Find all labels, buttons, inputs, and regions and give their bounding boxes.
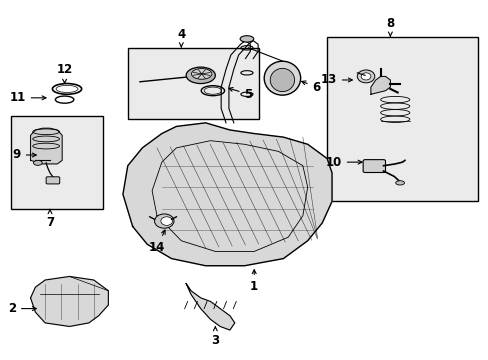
Text: 3: 3 <box>211 327 219 347</box>
Text: 6: 6 <box>301 81 320 94</box>
Ellipse shape <box>33 160 42 165</box>
Circle shape <box>154 214 174 228</box>
Ellipse shape <box>395 181 404 185</box>
Ellipse shape <box>186 67 215 84</box>
Text: 4: 4 <box>177 28 185 47</box>
Ellipse shape <box>191 68 211 79</box>
Text: 12: 12 <box>56 63 73 83</box>
Text: 9: 9 <box>13 148 36 162</box>
Bar <box>326 37 477 202</box>
Ellipse shape <box>240 36 253 42</box>
Polygon shape <box>30 128 62 164</box>
Text: 11: 11 <box>9 91 46 104</box>
Bar <box>127 48 259 119</box>
Polygon shape <box>186 284 234 330</box>
Text: 8: 8 <box>386 17 394 36</box>
Ellipse shape <box>270 68 294 91</box>
Polygon shape <box>370 76 389 94</box>
Text: 14: 14 <box>148 230 165 254</box>
Circle shape <box>161 217 172 225</box>
Circle shape <box>357 70 374 83</box>
Polygon shape <box>30 276 108 327</box>
Text: 7: 7 <box>46 210 54 229</box>
Ellipse shape <box>264 61 300 95</box>
Polygon shape <box>122 123 331 266</box>
FancyBboxPatch shape <box>46 177 60 184</box>
Text: 5: 5 <box>228 87 252 101</box>
FancyBboxPatch shape <box>363 159 385 172</box>
Text: 2: 2 <box>8 302 36 315</box>
Text: 1: 1 <box>250 270 258 293</box>
Text: 13: 13 <box>320 73 351 86</box>
Bar <box>11 116 103 208</box>
Text: 10: 10 <box>325 156 361 168</box>
Circle shape <box>361 73 370 80</box>
